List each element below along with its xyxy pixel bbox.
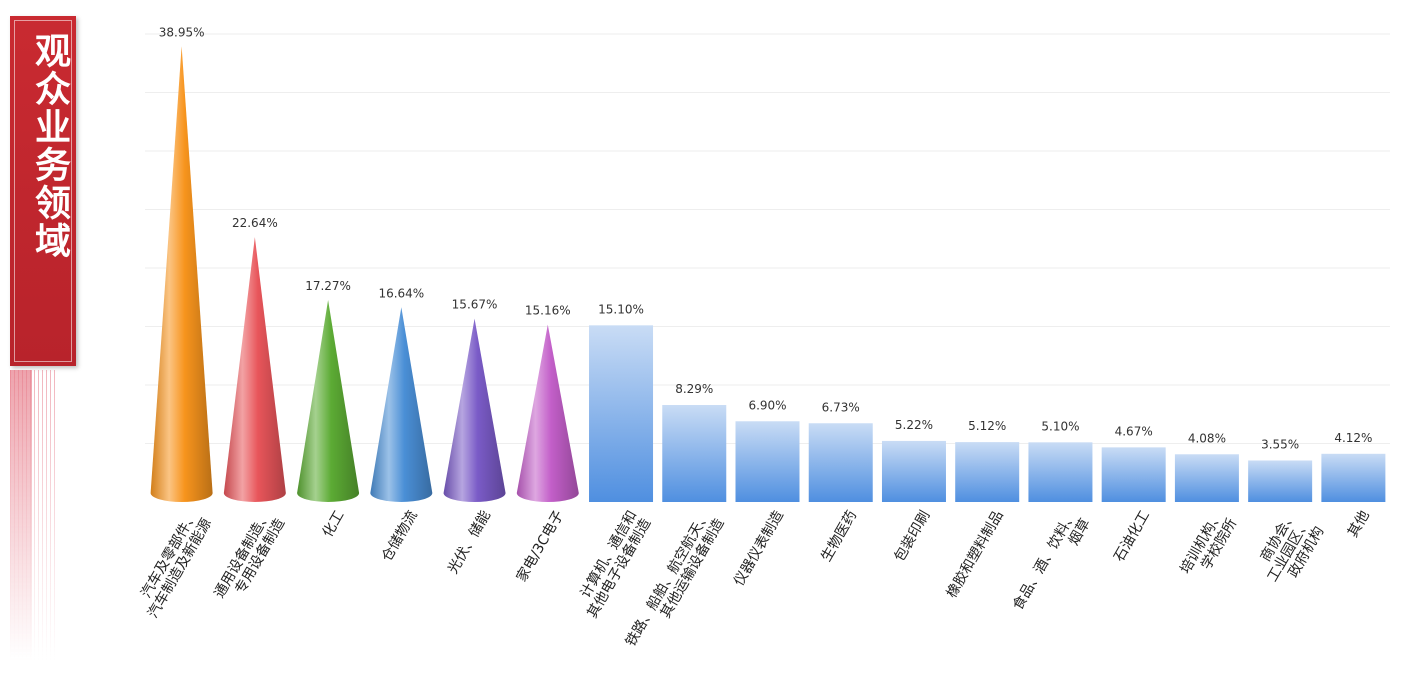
- value-label: 17.27%: [305, 279, 351, 293]
- cone-bar: [150, 46, 213, 502]
- cone-bar: [443, 318, 506, 502]
- bars: [150, 46, 1386, 502]
- value-label: 5.10%: [1041, 419, 1079, 433]
- value-label: 38.95%: [159, 25, 205, 39]
- column-bar: [1321, 453, 1386, 502]
- category-label: 商协会、工业园区、政府机构: [1258, 508, 1328, 585]
- value-label: 4.08%: [1188, 431, 1226, 445]
- value-label: 15.16%: [525, 304, 571, 318]
- value-label: 6.90%: [748, 398, 786, 412]
- category-label-line: 其他: [1345, 508, 1373, 540]
- cone-bar: [516, 324, 579, 502]
- category-label: 包装印刷: [892, 508, 934, 564]
- category-label: 其他: [1345, 508, 1373, 540]
- category-label-line: 光伏、储能: [445, 508, 494, 577]
- value-label: 8.29%: [675, 382, 713, 396]
- category-label: 石油化工: [1111, 508, 1153, 564]
- column-bar: [881, 440, 946, 502]
- category-label: 仪器仪表制造: [731, 508, 787, 589]
- category-label-line: 包装印刷: [892, 508, 934, 564]
- category-label: 化工: [320, 508, 348, 540]
- column-bar: [1248, 460, 1313, 502]
- category-label-line: 化工: [320, 508, 348, 540]
- column-bar: [662, 405, 727, 502]
- value-label: 3.55%: [1261, 437, 1299, 451]
- title-panel-decoration: [10, 370, 58, 660]
- column-bar: [1028, 442, 1093, 502]
- category-label: 培训机构、学校院所: [1178, 508, 1241, 577]
- value-label: 4.12%: [1334, 431, 1372, 445]
- category-label: 家电/3C电子: [513, 508, 567, 585]
- value-label: 15.67%: [452, 298, 498, 312]
- category-label-line: 仓储物流: [379, 508, 421, 564]
- category-label: 仓储物流: [379, 508, 421, 564]
- value-labels: 38.95% 22.64% 17.27% 16.64% 15.67% 15.16% 15.1…: [159, 25, 1373, 451]
- category-label: 生物医药: [818, 508, 860, 564]
- category-label-line: 仪器仪表制造: [731, 508, 787, 589]
- category-label: 橡胶和塑料制品: [943, 508, 1007, 601]
- category-label-line: 生物医药: [818, 508, 860, 564]
- category-label-line: 石油化工: [1111, 508, 1153, 564]
- cone-bar: [223, 237, 286, 502]
- column-bar: [1174, 454, 1239, 502]
- value-label: 4.67%: [1115, 424, 1153, 438]
- grid-lines: [145, 33, 1390, 444]
- title-panel: 观众业务领域: [10, 16, 76, 366]
- value-label: 22.64%: [232, 216, 278, 230]
- column-bar: [808, 423, 873, 502]
- category-label: 汽车及零部件、汽车制造及新能源: [137, 508, 215, 621]
- value-label: 6.73%: [822, 400, 860, 414]
- category-label: 通用设备制造、专用设备制造: [211, 508, 289, 601]
- category-label-line: 家电/3C电子: [513, 508, 567, 585]
- value-label: 5.22%: [895, 418, 933, 432]
- value-label: 15.10%: [598, 302, 644, 316]
- category-label: 光伏、储能: [445, 508, 494, 577]
- cone-bar: [370, 307, 433, 502]
- category-label: 食品、酒、饮料、烟草: [1009, 508, 1094, 613]
- category-label-line: 橡胶和塑料制品: [943, 508, 1007, 601]
- category-labels: 汽车及零部件、汽车制造及新能源通用设备制造、专用设备制造 化工 仓储物流 光伏、储能家…: [137, 508, 1373, 650]
- cone-bar: [297, 299, 360, 502]
- column-bar: [1101, 447, 1166, 502]
- column-bar: [735, 421, 800, 502]
- column-bar: [589, 325, 654, 502]
- column-bar: [955, 442, 1020, 502]
- value-label: 5.12%: [968, 419, 1006, 433]
- category-label-line: 食品、酒、饮料、: [1009, 508, 1080, 613]
- value-label: 16.64%: [378, 286, 424, 300]
